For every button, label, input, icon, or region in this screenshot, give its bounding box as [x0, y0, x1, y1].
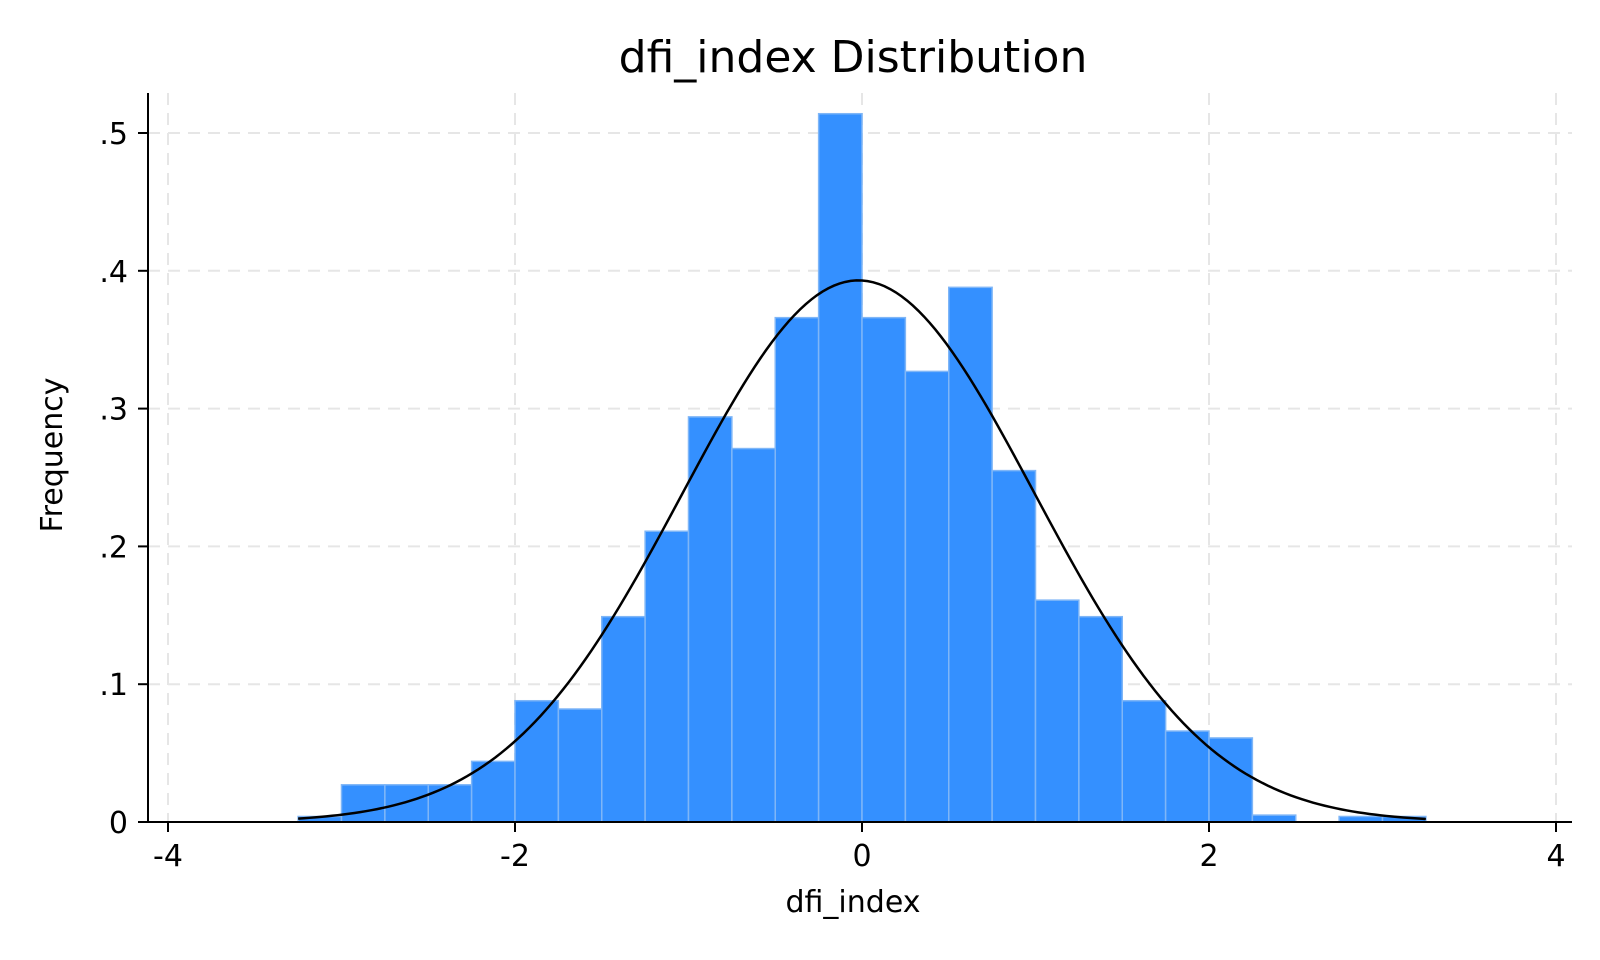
x-tick-label: 0 [852, 839, 871, 874]
histogram-bar [644, 530, 690, 823]
histogram-bar [904, 370, 950, 823]
y-tick-label: .4 [99, 255, 128, 290]
histogram-bar [1251, 814, 1297, 823]
x-tick-label: 2 [1199, 839, 1218, 874]
histogram-bar [557, 708, 603, 823]
normal-density-curve [298, 279, 1426, 821]
histogram-bar [1078, 615, 1123, 823]
histogram-bar [384, 784, 429, 823]
histogram-bar [1208, 737, 1254, 823]
ticks-layer: 0 .1 .2 .3 .4 .5 -4 -2 0 2 4 [99, 117, 1565, 874]
histogram-bar [687, 416, 733, 823]
y-tick-label: .2 [99, 530, 128, 565]
x-axis-label: dfi_index [785, 885, 920, 920]
histogram-bar [948, 286, 993, 823]
y-tick-label: .3 [99, 393, 128, 428]
histogram-bar [991, 469, 1037, 823]
x-tick-label: -2 [500, 839, 530, 874]
y-tick-label: .5 [99, 117, 128, 152]
y-tick-label: .1 [99, 668, 128, 703]
x-tick-label: 4 [1546, 839, 1565, 874]
histogram-bar [861, 316, 907, 823]
y-axis-label: Frequency [35, 378, 70, 533]
histogram-bar [731, 447, 776, 823]
histogram-bar [601, 615, 646, 823]
histogram-bar [1121, 699, 1167, 823]
chart-title: dfi_index Distribution [619, 32, 1088, 83]
histogram-bar [817, 112, 863, 823]
bars-layer [297, 112, 1427, 823]
histogram-bar [340, 784, 386, 823]
histogram-bar [1034, 599, 1080, 823]
y-tick-label: 0 [109, 806, 128, 841]
histogram-bar [427, 784, 473, 823]
histogram-bar [1164, 730, 1210, 823]
x-tick-label: -4 [153, 839, 183, 874]
histogram-bar [774, 316, 820, 823]
